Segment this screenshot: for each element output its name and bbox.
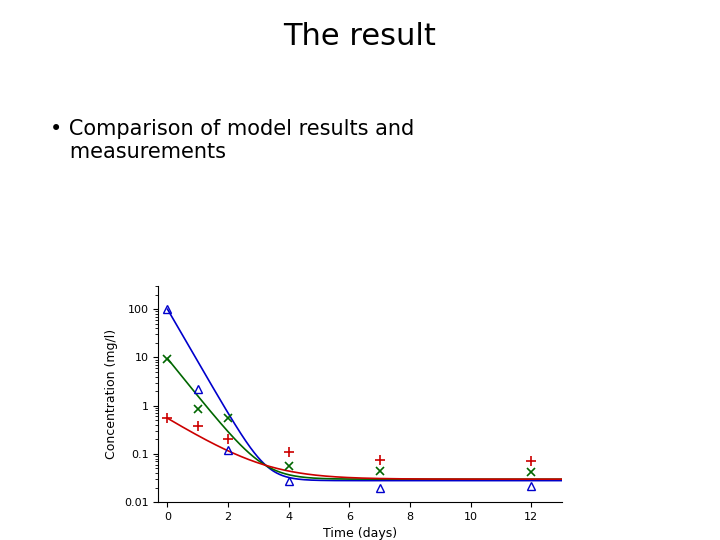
Y-axis label: Concentration (mg/l): Concentration (mg/l) (106, 329, 119, 459)
Text: • Comparison of model results and
   measurements: • Comparison of model results and measur… (50, 119, 415, 162)
Text: The result: The result (284, 22, 436, 51)
X-axis label: Time (days): Time (days) (323, 528, 397, 540)
